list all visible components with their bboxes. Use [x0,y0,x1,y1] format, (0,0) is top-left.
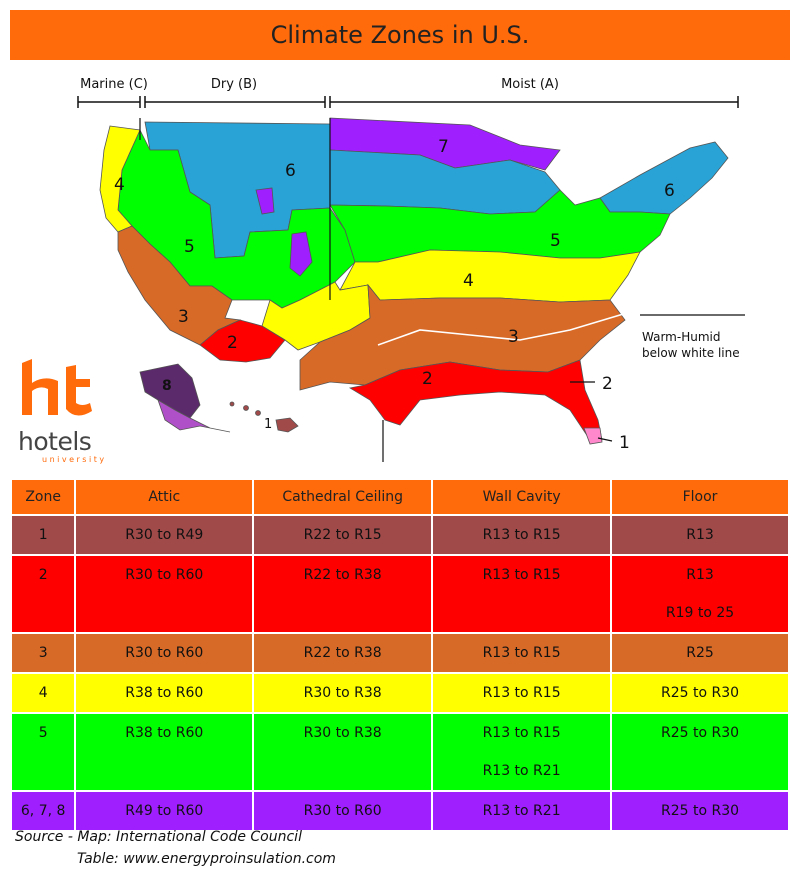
zone-7-rockies [255,187,275,215]
source-line-map: Source - Map: International Code Council [15,829,302,845]
cell-zone: 1 [38,527,48,543]
map-label-zone-5-east: 5 [550,231,561,251]
table-row: 1 R30 to R49 R22 to R15 R13 to R15 R13 [9,514,790,556]
table-row: 2 R30 to R60 R22 to R38 R13 to R15 R13 R1… [9,554,790,634]
cell-cathedral: R30 to R60 [303,803,382,819]
zone-7-colorado [289,231,313,277]
cell-floor: R25 to R30 [661,725,740,741]
zone-2-southwest [199,319,286,363]
cell-floor: R25 [686,645,714,661]
header-attic: Attic [74,478,255,516]
map-label-zone-1-callout: 1 [619,433,630,453]
header-floor: Floor [610,478,790,516]
cell-attic: R38 to R60 [125,685,204,701]
map-label-zone-1-hawaii: 1 [264,417,272,432]
cell-cathedral: R22 to R15 [303,527,382,543]
map-label-zone-4-east: 4 [463,271,474,291]
map-label-zone-2-callout: 2 [602,374,613,394]
table-row: 5 R38 to R60 R30 to R38 R13 to R15 R13 to… [9,712,790,792]
cell-zone: 5 [38,725,48,741]
zone-areas [99,117,729,445]
map-svg: Marine (C) Dry (B) Moist (A) [77,77,745,462]
zone-1-hawaii [275,417,299,433]
header-wall: Wall Cavity [431,478,613,516]
zone-1-florida [583,427,603,445]
logo-mark-icon [22,359,92,416]
map-label-zone-3-east: 3 [508,327,519,347]
cell-attic: R49 to R60 [125,803,204,819]
cell-wall: R13 to R15 [482,527,561,543]
title-banner: Climate Zones in U.S. [10,10,790,60]
cell-cathedral: R30 to R38 [303,685,382,701]
logo-wordmark: hotels [18,427,92,456]
climate-zone-map: Marine (C) Dry (B) Moist (A) [0,62,800,466]
cell-cathedral: R22 to R38 [303,567,382,583]
warm-humid-label-1: Warm-Humid [642,330,720,344]
r-value-table: Zone Attic Cathedral Ceiling Wall Cavity… [9,478,790,832]
logo-subtext: university [42,455,107,464]
cell-floor: R13 [686,527,714,543]
cell-zone: 4 [38,685,48,701]
cell-floor: R25 to R30 [661,685,740,701]
cell-floor: R25 to R30 [661,803,740,819]
cell-zone: 3 [38,645,48,661]
cell-floor: R13 [686,567,714,583]
warm-humid-label-2: below white line [642,346,740,360]
cell-zone: 2 [38,567,48,583]
cell-attic: R38 to R60 [125,725,204,741]
header-cathedral: Cathedral Ceiling [252,478,434,516]
warm-humid-line [377,311,631,346]
region-label-moist: Moist (A) [501,77,559,92]
region-label-marine: Marine (C) [80,77,148,92]
page-title: Climate Zones in U.S. [270,21,530,49]
cell-cathedral: R22 to R38 [303,645,382,661]
cell-wall: R13 to R15 [482,725,561,741]
zone-6-northeast [599,141,729,215]
zone-7-alaska [157,399,231,433]
map-label-zone-7: 7 [438,137,449,157]
cell-attic: R30 to R60 [125,567,204,583]
hotels-university-logo [22,359,92,416]
region-brackets [77,96,739,108]
table-row: 6, 7, 8 R49 to R60 R30 to R60 R13 to R21… [9,790,790,832]
zone-3-west [117,225,242,346]
map-label-zone-6-west: 6 [285,161,296,181]
cell-floor-2: R19 to 25 [665,605,735,621]
map-label-zone-7-alaska: 7 [178,401,186,416]
cell-cathedral: R30 to R38 [303,725,382,741]
cell-attic: R30 to R49 [125,527,204,543]
source-credit: Source - Map: International Code Council… [15,826,336,870]
cell-attic: R30 to R60 [125,645,204,661]
cell-wall: R13 to R15 [482,685,561,701]
map-label-zone-5-west: 5 [184,237,195,257]
header-zone: Zone [9,478,77,516]
region-label-dry: Dry (B) [211,77,257,92]
cell-wall-2: R13 to R21 [482,763,561,779]
cell-wall: R13 to R15 [482,567,561,583]
map-label-zone-2-texas: 2 [422,369,433,389]
table-row: 4 R38 to R60 R30 to R38 R13 to R15 R25 t… [9,672,790,714]
map-label-zone-8-alaska: 8 [162,378,172,394]
cell-wall: R13 to R15 [482,645,561,661]
map-label-zone-2-west: 2 [227,333,238,353]
map-label-zone-6-east: 6 [664,181,675,201]
table-header-row: Zone Attic Cathedral Ceiling Wall Cavity… [9,478,790,516]
zone-1-leader [597,437,613,442]
source-line-table: Table: www.energyproinsulation.com [77,851,336,867]
cell-wall: R13 to R21 [482,803,561,819]
map-label-zone-4-west: 4 [114,175,125,195]
cell-zone: 6, 7, 8 [20,803,66,819]
table-row: 3 R30 to R60 R22 to R38 R13 to R15 R25 [9,632,790,674]
map-label-zone-3-west: 3 [178,307,189,327]
